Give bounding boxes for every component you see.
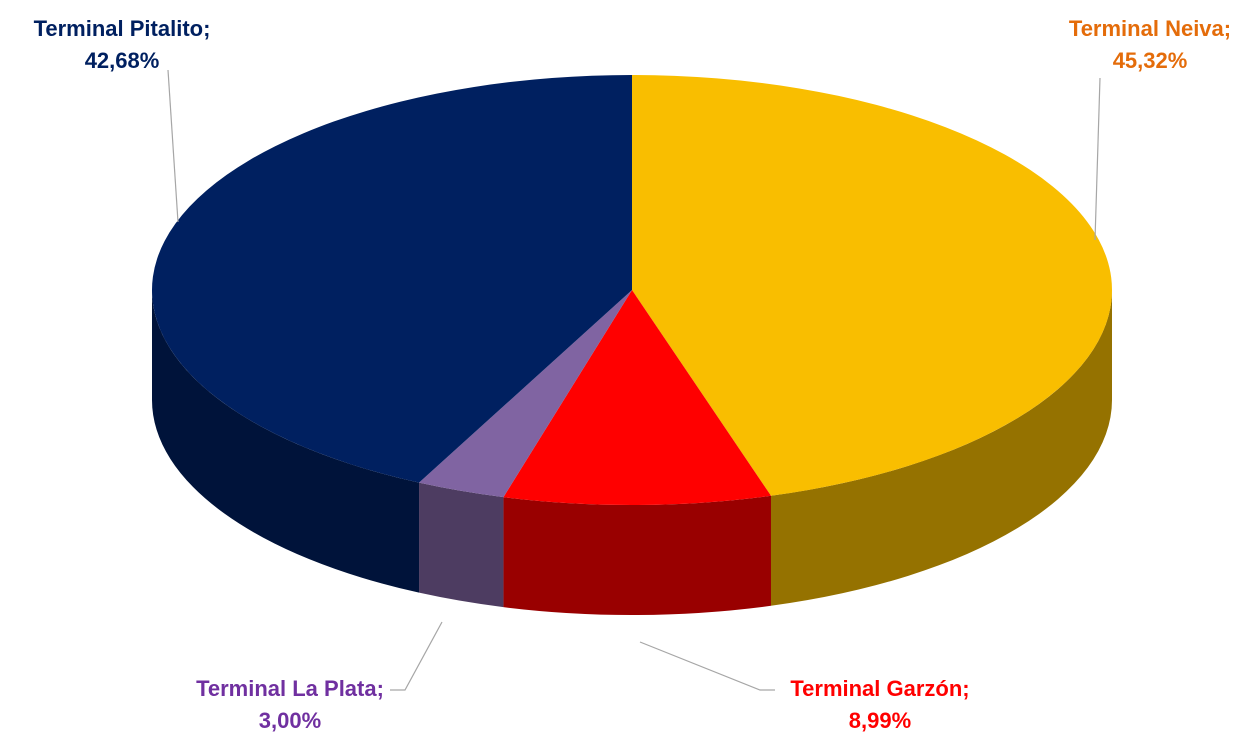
leader-line xyxy=(639,641,775,691)
data-label-value: 42,68% xyxy=(85,48,160,73)
data-label-name: Terminal Neiva; xyxy=(1069,16,1231,41)
slice xyxy=(503,290,771,506)
slice-side xyxy=(152,290,420,593)
slice-side xyxy=(503,495,771,615)
data-label-value: 45,32% xyxy=(1113,48,1188,73)
slice-side xyxy=(770,290,1112,606)
slice-side xyxy=(419,482,504,608)
data-label-value: 3,00% xyxy=(259,708,321,732)
slice xyxy=(151,75,632,483)
slice xyxy=(632,75,1112,496)
leader-line xyxy=(1094,77,1101,241)
data-label-name: Terminal Pitalito; xyxy=(34,16,211,41)
data-label-name: Terminal Garzón; xyxy=(790,676,969,701)
slice xyxy=(419,290,632,498)
leader-line xyxy=(167,69,179,223)
data-label-value: 8,99% xyxy=(849,708,911,732)
leader-line xyxy=(390,621,443,691)
data-label-name: Terminal La Plata; xyxy=(196,676,384,701)
